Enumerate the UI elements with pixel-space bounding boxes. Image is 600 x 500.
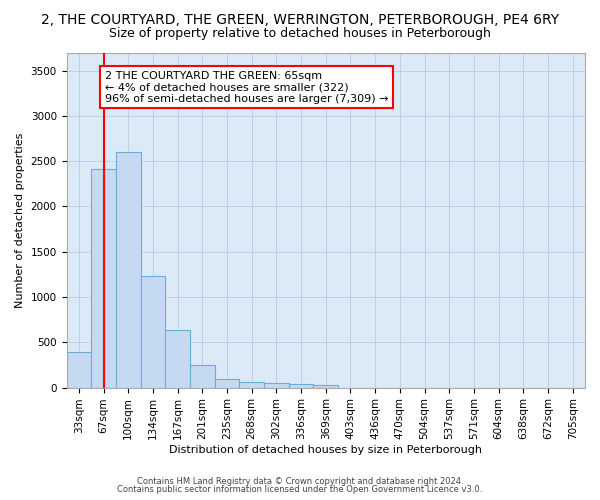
Bar (140, 276, 165, 388)
Text: 2 THE COURTYARD THE GREEN: 65sqm
← 4% of detached houses are smaller (322)
96% o: 2 THE COURTYARD THE GREEN: 65sqm ← 4% of… (105, 70, 388, 104)
Bar (215, 379, 239, 388)
Text: 2, THE COURTYARD, THE GREEN, WERRINGTON, PETERBOROUGH, PE4 6RY: 2, THE COURTYARD, THE GREEN, WERRINGTON,… (41, 12, 559, 26)
X-axis label: Distribution of detached houses by size in Peterborough: Distribution of detached houses by size … (169, 445, 482, 455)
Y-axis label: Number of detached properties: Number of detached properties (15, 132, 25, 308)
Text: Contains HM Land Registry data © Crown copyright and database right 2024.: Contains HM Land Registry data © Crown c… (137, 477, 463, 486)
Text: Contains public sector information licensed under the Open Government Licence v3: Contains public sector information licen… (118, 485, 482, 494)
Bar (165, 330, 190, 388)
Bar (289, 384, 313, 388)
Bar (67, 352, 91, 388)
Bar (116, 152, 140, 388)
Bar (313, 385, 338, 388)
Bar (239, 382, 264, 388)
Text: Size of property relative to detached houses in Peterborough: Size of property relative to detached ho… (109, 28, 491, 40)
Bar (264, 382, 289, 388)
Bar (91, 170, 116, 388)
Bar (190, 364, 215, 388)
